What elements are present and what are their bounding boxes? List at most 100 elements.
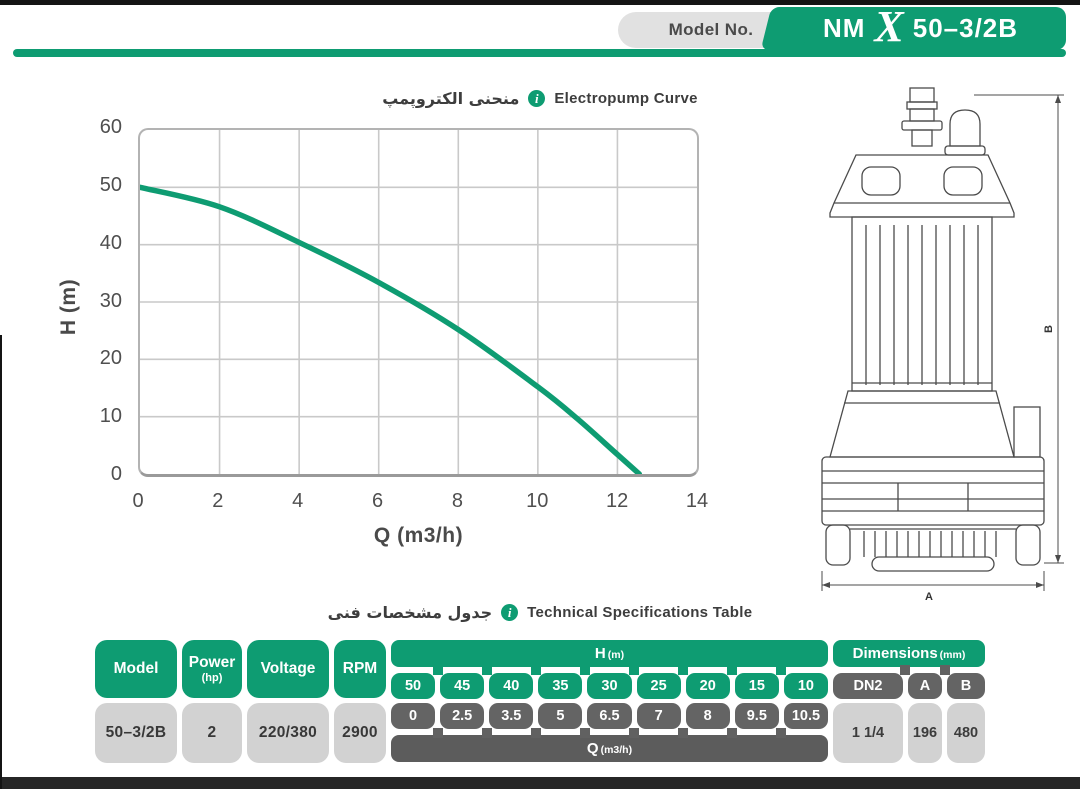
x-tick-label: 2 xyxy=(212,490,224,512)
table-cell: 35 xyxy=(538,673,583,699)
pill-connector xyxy=(530,665,541,675)
table-cell: 3.5 xyxy=(489,703,534,729)
pump-lower-housing xyxy=(829,390,1015,458)
pump-curve-plot xyxy=(138,128,699,477)
hq-section: H (m) 50 45 40 35 30 25 20 15 10 0 2.5 3.5 5 6.5 7 8 9.… xyxy=(391,640,828,763)
spec-column-power: Power (hp) 2 xyxy=(182,640,242,763)
y-tick-label: 10 xyxy=(99,405,122,428)
x-tick-label: 6 xyxy=(372,490,384,512)
spec-left-columns: Model 50–3/2B Power (hp) 2 Voltage 220/380 RPM 2… xyxy=(95,640,386,763)
table-cell: 50 xyxy=(391,673,436,699)
table-title-en: Technical Specifications Table xyxy=(527,604,753,621)
chart-title-fa: منحنی الکتروپمپ xyxy=(382,89,520,108)
table-cell: 480 xyxy=(947,703,985,763)
pump-handle-cap xyxy=(829,154,1015,218)
dim-a-label: A xyxy=(925,591,933,603)
spec-column-rpm: RPM 2900 xyxy=(334,640,386,763)
table-cell: A xyxy=(908,673,942,699)
table-title-fa: جدول مشخصات فنی xyxy=(327,603,493,622)
pill-connector xyxy=(678,665,689,675)
pump-curve-line xyxy=(140,184,643,474)
y-tick-label: 60 xyxy=(99,116,122,138)
h-banner-unit: (m) xyxy=(607,649,625,661)
dimensions-banner: Dimensions (mm) xyxy=(833,640,985,667)
pill-connector xyxy=(900,665,910,675)
q-values-row: 0 2.5 3.5 5 6.5 7 8 9.5 10.5 xyxy=(391,703,828,729)
table-cell: 5 xyxy=(538,703,583,729)
pump-casing xyxy=(821,456,1045,526)
h-banner: H (m) xyxy=(391,640,828,667)
table-cell: 15 xyxy=(734,673,779,699)
table-cell: 40 xyxy=(489,673,534,699)
pill-connector xyxy=(579,728,590,738)
chart-title: منحنی الکتروپمپ i Electropump Curve xyxy=(0,89,1080,108)
table-cell: 8 xyxy=(685,703,730,729)
table-cell: 2.5 xyxy=(440,703,485,729)
model-no-label: Model No. xyxy=(668,20,754,39)
pump-foot-right xyxy=(1015,524,1041,566)
table-cell: 9.5 xyxy=(734,703,779,729)
pill-connector xyxy=(579,665,590,675)
column-value: 50–3/2B xyxy=(95,703,177,763)
table-cell: 30 xyxy=(587,673,632,699)
table-cell: 1 1/4 xyxy=(833,703,903,763)
pill-connector xyxy=(432,728,443,738)
spec-column-voltage: Voltage 220/380 xyxy=(247,640,329,763)
x-tick-label: 8 xyxy=(451,490,463,512)
q-banner-label: Q xyxy=(586,740,599,757)
pill-connector xyxy=(940,665,950,675)
table-cell: 7 xyxy=(636,703,681,729)
header-rule xyxy=(13,49,1066,57)
pill-connector xyxy=(629,665,640,675)
page-edge-bottom xyxy=(0,777,1080,789)
table-cell: 25 xyxy=(636,673,681,699)
y-tick-label: 50 xyxy=(99,173,122,196)
table-title: جدول مشخصات فنی i Technical Specificatio… xyxy=(0,603,1080,622)
x-tick-label: 4 xyxy=(292,490,304,512)
table-cell: 45 xyxy=(440,673,485,699)
table-cell: 20 xyxy=(685,673,730,699)
table-cell: 10 xyxy=(783,673,828,699)
q-banner: Q (m3/h) xyxy=(391,735,828,762)
pill-connector xyxy=(629,728,640,738)
x-tick-label: 0 xyxy=(132,490,144,512)
column-value: 2 xyxy=(182,703,242,763)
pump-cable-gland xyxy=(949,109,981,147)
table-cell: 196 xyxy=(908,703,942,763)
y-tick-label: 30 xyxy=(99,289,122,312)
pill-connector xyxy=(727,728,738,738)
pump-technical-drawing: A B xyxy=(821,87,1064,603)
pill-connector xyxy=(530,728,541,738)
x-tick-label: 10 xyxy=(526,490,549,512)
column-value: 2900 xyxy=(334,703,386,763)
column-header: Voltage xyxy=(247,640,329,698)
info-icon: i xyxy=(528,90,546,107)
page-edge-left xyxy=(0,335,2,789)
h-banner-label: H xyxy=(594,645,606,662)
h-values-row: 50 45 40 35 30 25 20 15 10 xyxy=(391,673,828,699)
pill-connector xyxy=(481,728,492,738)
column-header: Power (hp) xyxy=(182,640,242,698)
pill-connector xyxy=(776,665,787,675)
dim-b-label: B xyxy=(1043,325,1055,333)
dim-headers-row: DN2 A B xyxy=(833,673,985,699)
column-header: RPM xyxy=(334,640,386,698)
chart-title-en: Electropump Curve xyxy=(554,90,698,107)
table-cell: 0 xyxy=(391,703,436,729)
model-code-badge: NM X 50–3/2B xyxy=(775,4,1066,50)
spec-column-model: Model 50–3/2B xyxy=(95,640,177,763)
spec-table: Model 50–3/2B Power (hp) 2 Voltage 220/380 RPM 2… xyxy=(95,640,985,763)
table-cell: 10.5 xyxy=(783,703,828,729)
pump-base-plate xyxy=(871,556,995,572)
y-tick-label: 20 xyxy=(99,347,122,370)
dimensions-banner-label: Dimensions xyxy=(852,645,938,662)
model-code-text: 50–3/2B xyxy=(912,13,1019,43)
pill-connector xyxy=(481,665,492,675)
dimensions-banner-unit: (mm) xyxy=(939,649,966,661)
column-header: Model xyxy=(95,640,177,698)
dimensions-section: Dimensions (mm) DN2 A B 1 1/4 196 480 xyxy=(833,640,985,763)
pump-foot-left xyxy=(825,524,851,566)
x-tick-label: 14 xyxy=(685,490,709,512)
x-tick-label: 12 xyxy=(606,490,629,512)
